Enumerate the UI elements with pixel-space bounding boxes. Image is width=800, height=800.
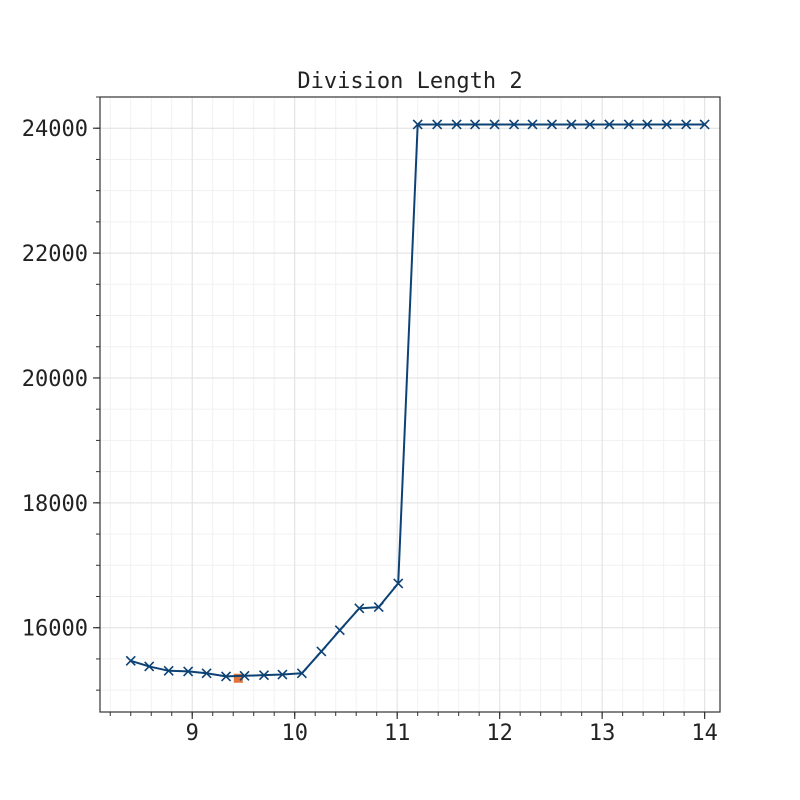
data-point-marker xyxy=(642,119,653,130)
y-tick-label: 16000 xyxy=(22,617,88,642)
data-point-marker xyxy=(661,119,672,130)
data-point-marker xyxy=(239,670,250,681)
y-tick-label: 24000 xyxy=(22,117,88,142)
data-point-marker xyxy=(527,119,538,130)
data-point-marker xyxy=(183,666,194,677)
axis-ticks xyxy=(93,96,706,719)
data-point-marker xyxy=(412,119,423,130)
data-point-marker xyxy=(296,668,307,679)
data-point-marker xyxy=(334,625,345,636)
x-tick-label: 13 xyxy=(589,721,616,746)
data-point-marker xyxy=(584,119,595,130)
y-tick-label: 22000 xyxy=(22,242,88,267)
data-point-marker xyxy=(277,669,288,680)
x-tick-label: 9 xyxy=(186,721,199,746)
x-tick-label: 12 xyxy=(486,721,513,746)
tick-labels: 9 10 11 12 13 14 16000 18000 20000 22000 24000 xyxy=(22,117,718,746)
data-point-marker xyxy=(144,661,155,672)
data-point-marker xyxy=(316,646,327,657)
series-layer xyxy=(125,119,710,683)
data-point-marker xyxy=(699,119,710,130)
data-point-marker xyxy=(451,119,462,130)
data-point-marker xyxy=(470,119,481,130)
data-point-marker xyxy=(604,119,615,130)
data-point-marker xyxy=(220,671,232,682)
data-point-marker xyxy=(546,119,557,130)
data-point-marker xyxy=(373,602,384,613)
major-gridlines xyxy=(100,97,720,712)
y-tick-label: 20000 xyxy=(22,367,88,392)
x-tick-label: 14 xyxy=(691,721,718,746)
y-tick-label: 18000 xyxy=(22,492,88,517)
highlight-point xyxy=(233,673,243,683)
data-point-marker xyxy=(258,670,270,681)
data-point-marker xyxy=(354,603,365,614)
data-point-marker xyxy=(432,119,443,130)
plot-area-frame xyxy=(99,96,721,713)
x-tick-label: 10 xyxy=(281,721,308,746)
data-point-marker xyxy=(393,578,404,589)
data-point-marker xyxy=(163,665,174,676)
data-point-marker xyxy=(125,655,136,666)
data-point-marker xyxy=(623,119,634,130)
data-point-marker xyxy=(489,119,500,130)
data-point-marker xyxy=(201,668,212,679)
data-point-marker xyxy=(566,119,577,130)
x-tick-label: 11 xyxy=(384,721,411,746)
chart-title: Division Length 2 xyxy=(297,69,522,94)
data-point-marker xyxy=(508,119,520,130)
data-point-marker xyxy=(681,119,692,130)
